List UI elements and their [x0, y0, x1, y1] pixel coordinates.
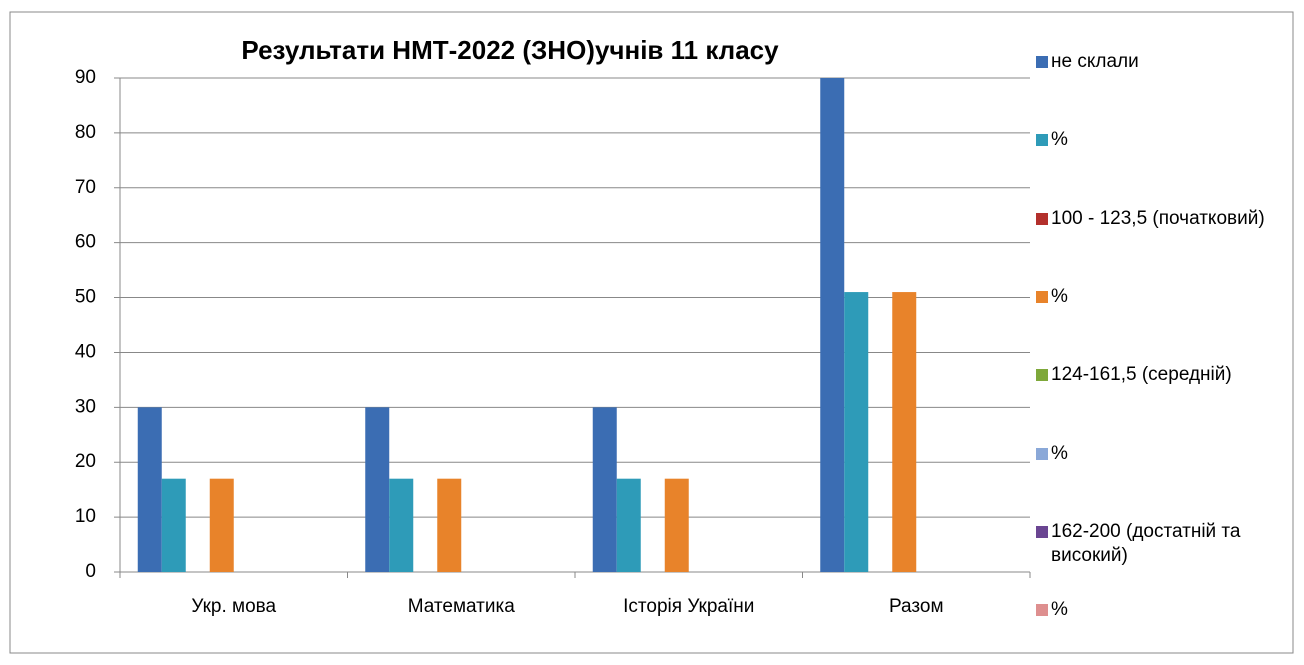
legend-label: не склали	[1051, 51, 1139, 72]
y-tick-label: 70	[75, 177, 96, 198]
legend-label: 162-200 (достатній та високий)	[1051, 520, 1241, 566]
x-tick-label: Разом	[889, 596, 944, 617]
x-tick-label: Історія України	[623, 596, 754, 617]
legend-swatch	[1036, 604, 1048, 617]
bar	[616, 478, 641, 572]
bar	[437, 478, 462, 572]
legend-swatch	[1036, 56, 1048, 68]
legend-swatch	[1036, 525, 1048, 538]
y-tick-label: 50	[75, 287, 96, 308]
legend-label: 124-161,5 (середній)	[1051, 364, 1232, 386]
chart-title: Результати НМТ-2022 (ЗНО)учнів 11 класу	[241, 35, 779, 65]
legend-swatch	[1036, 212, 1048, 225]
legend-label: %	[1051, 285, 1068, 307]
bar	[161, 478, 186, 572]
legend-swatch	[1036, 290, 1048, 303]
bar	[820, 78, 845, 572]
y-tick-label: 40	[75, 341, 96, 362]
bar	[365, 407, 390, 572]
y-tick-label: 80	[75, 122, 96, 143]
y-tick-label: 20	[75, 451, 96, 472]
bar	[892, 292, 917, 572]
legend-label: %	[1051, 599, 1068, 621]
y-tick-label: 30	[75, 396, 96, 417]
legend-swatch	[1036, 134, 1048, 147]
y-tick-label: 60	[75, 232, 96, 253]
bar	[209, 478, 234, 572]
legend-label: %	[1051, 129, 1068, 151]
y-tick-label: 0	[85, 561, 96, 582]
legend-label: %	[1051, 442, 1068, 464]
x-tick-label: Укр. мова	[191, 596, 276, 617]
bar	[844, 292, 869, 572]
chart-frame	[9, 11, 1294, 654]
bar	[592, 407, 617, 572]
bar	[389, 478, 414, 572]
legend-swatch	[1036, 447, 1048, 460]
bar	[137, 407, 162, 572]
bar	[664, 478, 689, 572]
legend-label: 100 - 123,5 (початковий)	[1051, 207, 1265, 229]
legend-swatch	[1036, 369, 1048, 382]
x-tick-label: Математика	[408, 596, 516, 617]
y-tick-label: 90	[75, 67, 96, 88]
y-tick-label: 10	[75, 506, 96, 527]
